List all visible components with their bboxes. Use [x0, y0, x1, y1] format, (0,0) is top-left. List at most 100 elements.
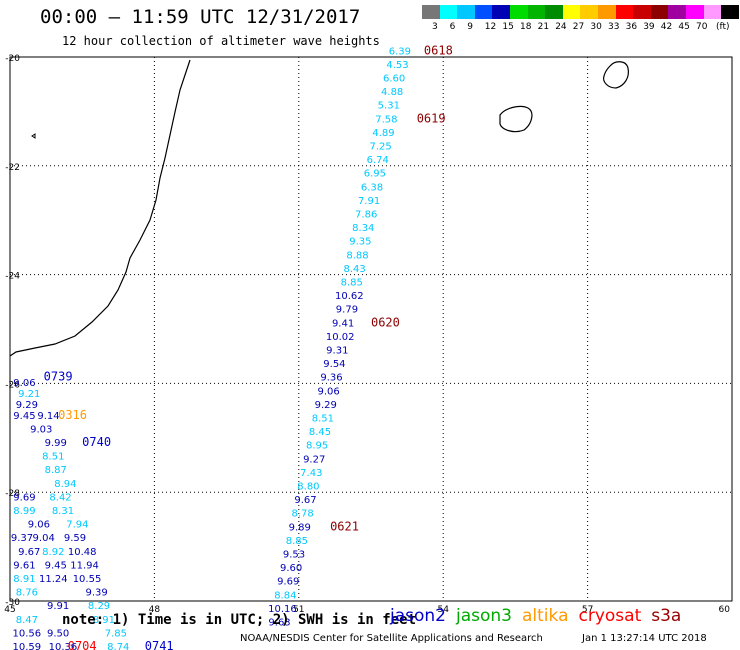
- wave-height-label: 9.04: [33, 533, 55, 544]
- wave-height-label: 9.31: [326, 345, 348, 356]
- wave-height-label: 9.37: [11, 533, 33, 544]
- wave-height-label: 9.21: [18, 389, 40, 400]
- legend-swatch: [474, 5, 493, 19]
- wave-height-label: 8.88: [346, 250, 368, 261]
- wave-height-label: 9.06: [318, 386, 340, 397]
- wave-height-label: 8.92: [42, 547, 64, 558]
- wave-height-label: 6.95: [364, 169, 386, 180]
- wave-height-label: 8.34: [352, 223, 374, 234]
- wave-height-label: 8.94: [54, 479, 76, 490]
- lat-tick-label: -24: [5, 272, 20, 282]
- pass-time-label: 0741: [145, 639, 174, 650]
- wave-height-label: 9.35: [349, 237, 371, 248]
- wave-height-label: 7.58: [375, 114, 397, 125]
- legend-swatch: [580, 5, 598, 19]
- legend-tick-label: 6: [449, 22, 456, 32]
- legend-swatch: [633, 5, 651, 19]
- wave-height-label: 9.45: [13, 411, 35, 422]
- satellite-legend-jason2: jason2: [390, 606, 446, 626]
- wave-height-label: 10.48: [68, 547, 97, 558]
- legend-tick-label: 33: [608, 22, 620, 32]
- legend-unit: (ft): [716, 22, 730, 32]
- legend-tick-label: 15: [502, 22, 514, 32]
- pass-time-label: 0739: [44, 370, 73, 384]
- wave-height-label: 10.59: [13, 642, 42, 650]
- pass-time-label: 0618: [424, 43, 453, 57]
- legend-tick-label: 39: [643, 22, 655, 32]
- wave-height-label: 9.63: [268, 617, 290, 628]
- wave-height-label: 8.91: [93, 615, 115, 626]
- wave-height-label: 8.51: [42, 452, 64, 463]
- pass-time-labels: 0618061906200621073903160740070407410315…: [44, 43, 453, 650]
- lat-tick-label: -20: [5, 54, 20, 64]
- footer-credit: NOAA/NESDIS Center for Satellite Applica…: [240, 633, 543, 644]
- lat-tick-label: -28: [5, 489, 20, 499]
- wave-height-label: 11.94: [70, 560, 99, 571]
- footer-note: note: 1) Time is in UTC; 2) SWH is in fe…: [62, 612, 417, 628]
- lon-tick-label: 45: [4, 605, 15, 615]
- wave-height-label: 9.41: [332, 318, 354, 329]
- wave-height-label: 9.29: [315, 400, 337, 411]
- wave-height-label: 9.91: [47, 601, 69, 612]
- legend-swatch: [615, 5, 634, 19]
- coast-small-islet: [31, 133, 36, 139]
- wave-height-label: 7.91: [358, 196, 380, 207]
- color-legend: 3 6 9 12 15 18 21 24 27 30 33 36 39 42 45 70 (ft): [422, 5, 740, 37]
- wave-height-label: 9.27: [303, 454, 325, 465]
- pass-time-label: 0621: [330, 519, 359, 533]
- wave-height-label: 4.88: [381, 87, 403, 98]
- wave-height-labels: 6.39 4.53 6.60 4.88 5.31 7.58 4.89 7.25 6.74 6.95…: [11, 46, 411, 650]
- wave-height-label: 7.94: [66, 520, 88, 531]
- reunion-island: [499, 105, 533, 133]
- wave-height-label: 9.67: [294, 495, 316, 506]
- wave-height-label: 6.39: [389, 46, 411, 57]
- wave-height-label: 8.99: [13, 506, 35, 517]
- wave-height-label: 9.50: [47, 628, 69, 639]
- wave-height-label: 8.84: [274, 590, 296, 601]
- wave-height-label: 9.99: [45, 438, 67, 449]
- wave-height-label: 4.89: [372, 128, 394, 139]
- legend-swatch: [422, 5, 440, 19]
- wave-height-label: 10.55: [73, 574, 102, 585]
- wave-height-label: 8.78: [292, 509, 314, 520]
- satellite-legend-cryosat: cryosat: [578, 606, 642, 626]
- legend-swatch: [703, 5, 722, 19]
- wave-height-label: 9.61: [13, 560, 35, 571]
- wave-height-label: 10.56: [13, 628, 42, 639]
- wave-height-label: 9.69: [277, 577, 299, 588]
- legend-tick-label: 36: [625, 22, 638, 32]
- legend-swatch: [492, 5, 510, 19]
- wave-height-label: 9.54: [323, 359, 345, 370]
- wave-height-label: 6.38: [361, 182, 383, 193]
- wave-height-label: 6.74: [367, 155, 389, 166]
- wave-height-label: 8.29: [88, 601, 110, 612]
- wave-height-label: 8.43: [344, 264, 366, 275]
- legend-swatch: [650, 5, 669, 19]
- lon-tick-label: 60: [719, 605, 731, 615]
- legend-color-bar: [422, 5, 739, 19]
- mauritius-island: [603, 61, 629, 89]
- wave-height-label: 7.86: [355, 209, 377, 220]
- wave-height-label: 8.31: [52, 506, 74, 517]
- pass-time-label: 0704: [68, 639, 97, 650]
- legend-tick-label: 12: [484, 22, 497, 32]
- legend-tick-label: 21: [537, 22, 550, 32]
- wave-height-label: 8.91: [13, 574, 35, 585]
- wave-height-label: 9.59: [64, 533, 86, 544]
- map-frame: [9, 56, 733, 602]
- wave-height-label: 10.36: [49, 642, 78, 650]
- lat-tick-label: -22: [5, 163, 20, 173]
- wave-height-label: 9.53: [283, 549, 305, 560]
- wave-height-label: 9.36: [320, 373, 342, 384]
- legend-tick-label: 24: [555, 22, 567, 32]
- wave-height-label: 9.39: [86, 588, 108, 599]
- wave-height-label: 9.67: [18, 547, 40, 558]
- wave-height-label: 9.06: [28, 520, 50, 531]
- legend-tick-label: 3: [432, 22, 438, 32]
- lon-tick-label: 54: [437, 605, 449, 615]
- wave-height-label: 9.03: [30, 424, 52, 435]
- madagascar-coastline: [9, 59, 191, 357]
- wave-height-label: 11.24: [39, 574, 68, 585]
- lon-tick-label: 48: [149, 605, 161, 615]
- wave-height-label: 8.51: [312, 413, 334, 424]
